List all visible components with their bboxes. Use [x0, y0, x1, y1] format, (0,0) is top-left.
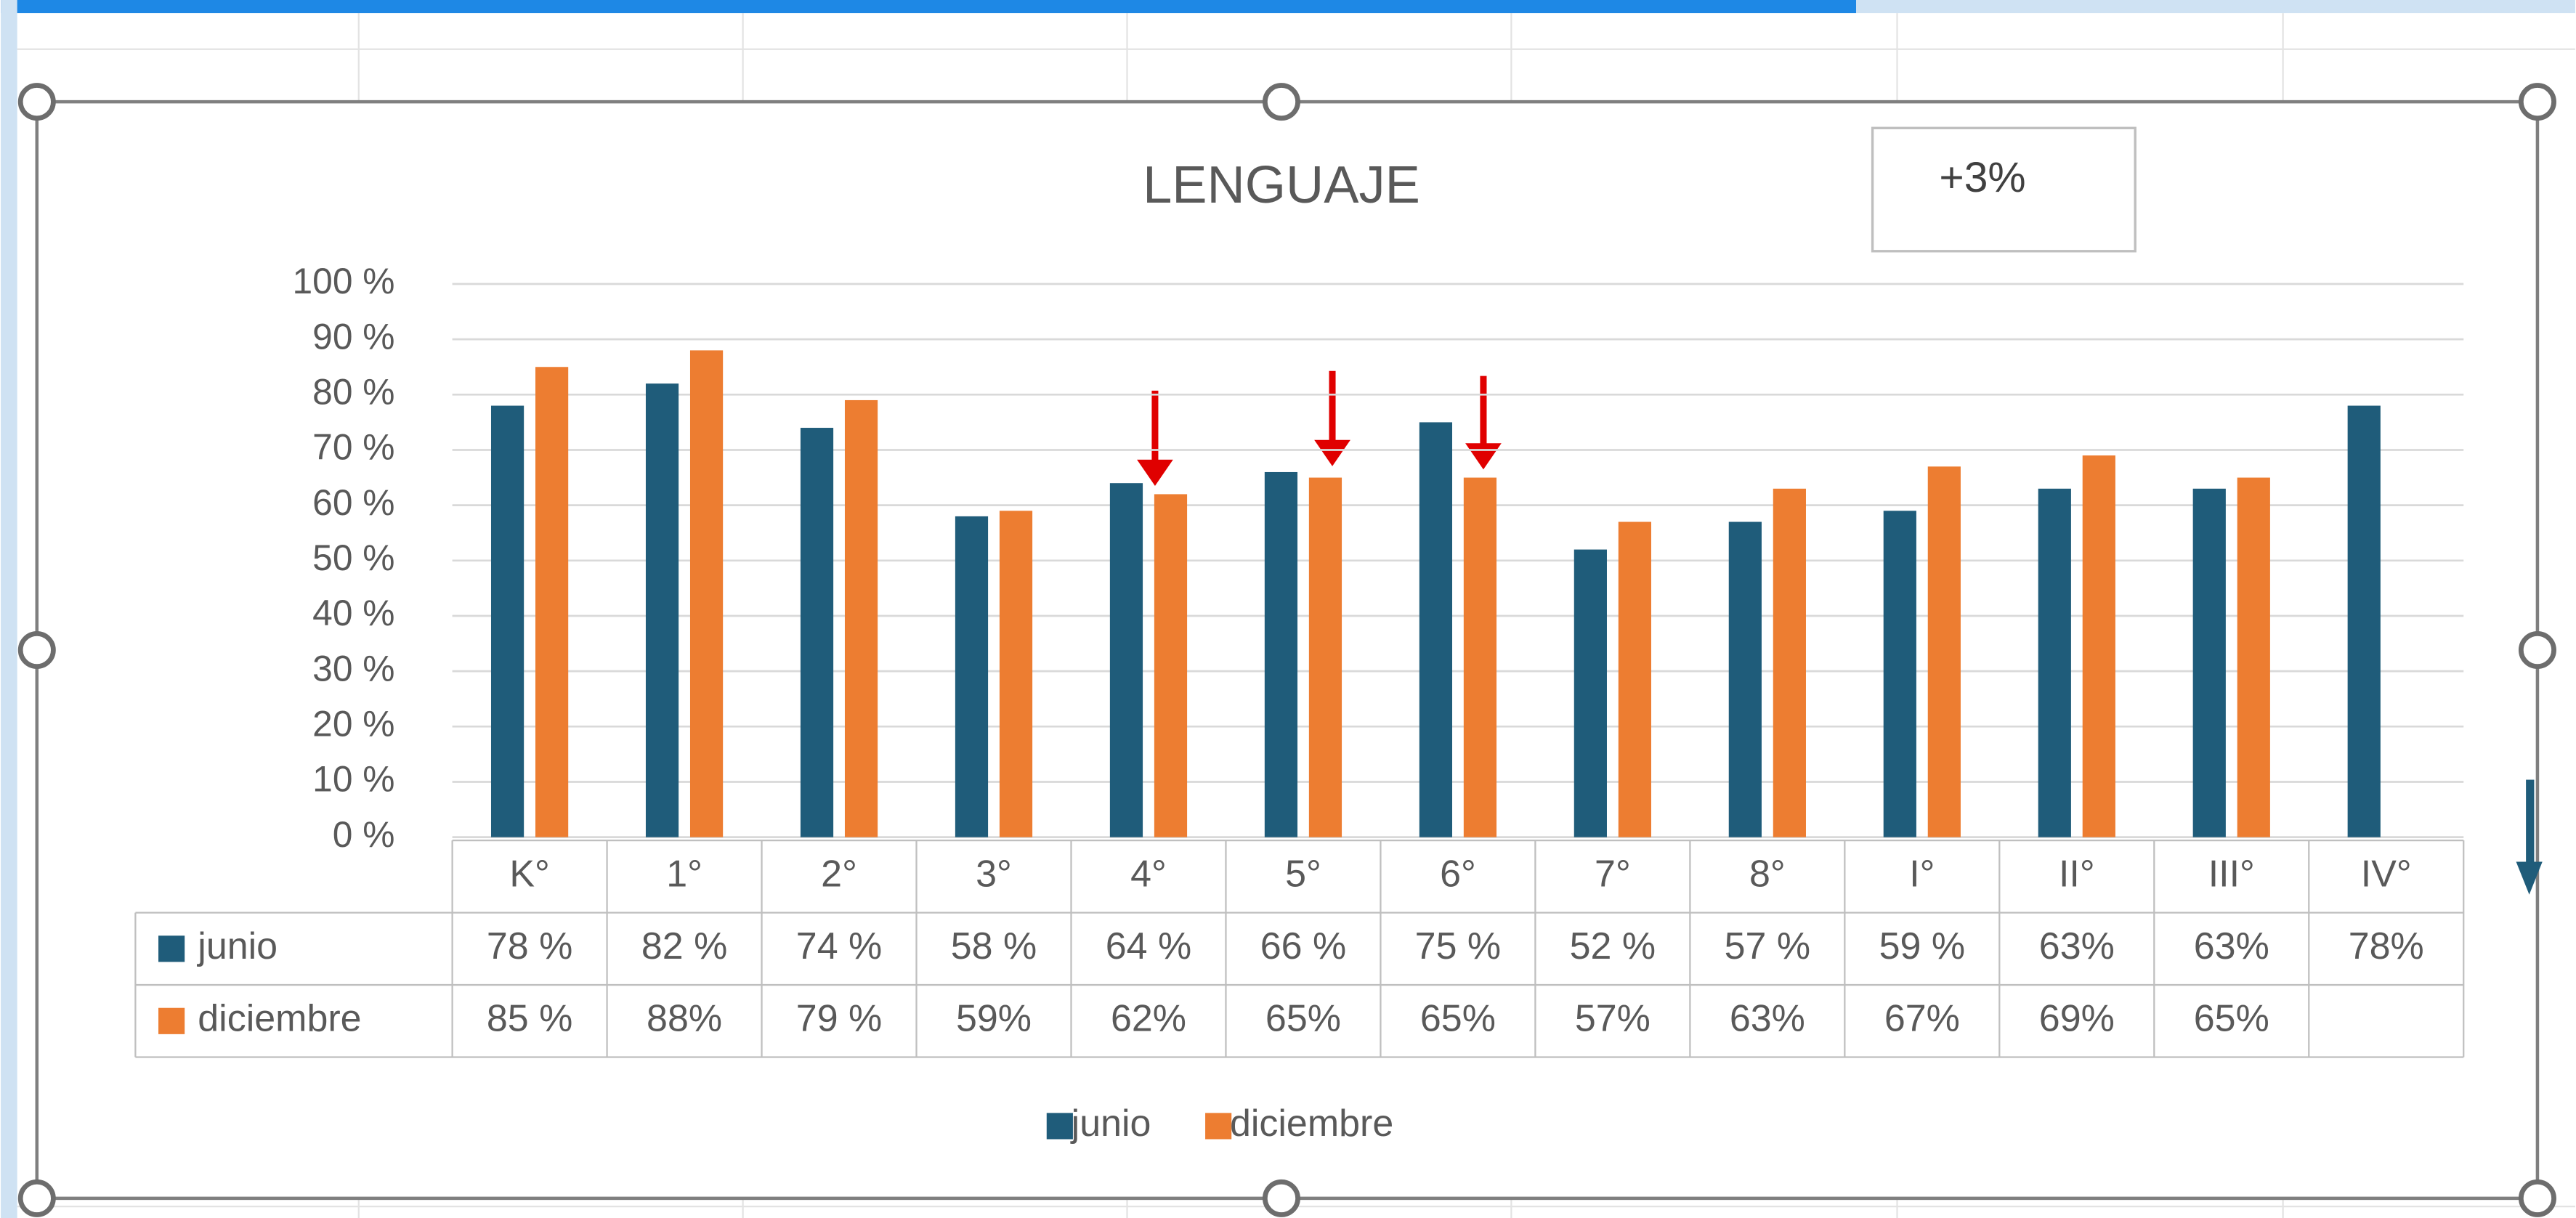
- x-tick-label: 1°: [666, 853, 702, 896]
- y-tick-label: 20 %: [312, 703, 394, 744]
- value-label: 65%: [1265, 998, 1341, 1040]
- bar: [645, 383, 679, 837]
- y-tick-label: 30 %: [312, 648, 394, 689]
- bar: [1463, 477, 1497, 837]
- y-tick-label: 10 %: [312, 759, 394, 800]
- value-label: 66 %: [1260, 925, 1346, 967]
- table-series-name: junio: [196, 925, 278, 967]
- bar: [844, 399, 878, 837]
- table-series-name: diciembre: [198, 998, 361, 1040]
- legend-label: junio: [1070, 1103, 1151, 1145]
- chart-title: LENGUAJE: [1143, 156, 1420, 214]
- value-label: 62%: [1111, 998, 1186, 1040]
- bar: [1883, 511, 1916, 837]
- value-label: 59%: [956, 998, 1032, 1040]
- bar: [490, 405, 524, 837]
- bar: [1618, 521, 1652, 837]
- value-label: 63%: [1730, 998, 1805, 1040]
- x-tick-label: 2°: [821, 853, 857, 896]
- value-label: 59 %: [1879, 925, 1965, 967]
- value-label: 63%: [2039, 925, 2115, 967]
- annotation-box: [1871, 126, 2136, 253]
- bar: [2082, 455, 2115, 837]
- x-tick-label: III°: [2208, 853, 2255, 896]
- x-tick-label: IV°: [2361, 853, 2412, 896]
- y-tick-label: 90 %: [312, 316, 394, 357]
- value-label: 85 %: [487, 998, 572, 1040]
- value-label: 57 %: [1725, 925, 1810, 967]
- value-label: 82 %: [641, 925, 727, 967]
- y-tick-label: 60 %: [312, 482, 394, 523]
- value-label: 64 %: [1106, 925, 1191, 967]
- value-label: 75 %: [1415, 925, 1501, 967]
- bar: [1573, 549, 1607, 837]
- bar: [800, 428, 834, 837]
- legend-swatch: [1046, 1113, 1073, 1140]
- value-label: 65%: [2194, 998, 2269, 1040]
- bar: [535, 367, 569, 837]
- value-label: 65%: [1420, 998, 1496, 1040]
- value-label: 69%: [2039, 998, 2115, 1040]
- x-tick-label: 3°: [976, 853, 1012, 896]
- bar: [2192, 488, 2226, 837]
- y-tick-label: 40 %: [312, 593, 394, 633]
- edge-arrow: [2516, 779, 2543, 895]
- value-label: 63%: [2194, 925, 2269, 967]
- bar: [2038, 488, 2071, 837]
- left-strip: [1, 0, 17, 1218]
- bar: [2237, 477, 2270, 837]
- value-label: 57%: [1575, 998, 1650, 1040]
- top-bar-light: [1855, 0, 2575, 14]
- x-tick-label: 6°: [1440, 853, 1476, 896]
- bar: [1728, 521, 1762, 837]
- bar: [1419, 422, 1453, 837]
- value-label: 79 %: [796, 998, 882, 1040]
- value-label: 67%: [1884, 998, 1960, 1040]
- x-tick-label: 4°: [1130, 853, 1167, 896]
- bar: [955, 516, 989, 837]
- x-tick-label: 7°: [1595, 853, 1631, 896]
- table-legend-swatch: [158, 1007, 185, 1034]
- top-bar: [1, 0, 1856, 14]
- bar: [1927, 466, 1961, 837]
- legend-label: diciembre: [1230, 1103, 1393, 1145]
- value-label: 78 %: [487, 925, 572, 967]
- table-legend-swatch: [158, 935, 185, 962]
- resize-handles: [17, 83, 2556, 1217]
- y-tick-label: 0 %: [333, 814, 395, 855]
- bar: [1773, 488, 1806, 837]
- value-label: 58 %: [951, 925, 1037, 967]
- y-tick-label: 50 %: [312, 537, 394, 578]
- bar: [1308, 477, 1342, 837]
- bar: [1109, 483, 1143, 837]
- value-label: 74 %: [796, 925, 882, 967]
- bar: [999, 511, 1033, 837]
- y-tick-label: 70 %: [312, 427, 394, 468]
- x-tick-label: I°: [1909, 853, 1935, 896]
- x-tick-label: II°: [2059, 853, 2095, 896]
- x-tick-label: K°: [509, 853, 549, 896]
- bar: [1264, 471, 1298, 837]
- annotation: +3%: [1939, 154, 2025, 201]
- x-tick-label: 5°: [1285, 853, 1321, 896]
- legend-swatch: [1205, 1113, 1232, 1140]
- bar: [2347, 405, 2381, 837]
- bar: [689, 350, 724, 837]
- y-tick-label: 80 %: [312, 371, 394, 412]
- y-tick-label: 100 %: [293, 261, 395, 301]
- value-label: 88%: [647, 998, 722, 1040]
- bar: [1154, 494, 1188, 837]
- x-tick-label: 8°: [1749, 853, 1786, 896]
- value-label: 78%: [2349, 925, 2424, 967]
- value-label: 52 %: [1570, 925, 1656, 967]
